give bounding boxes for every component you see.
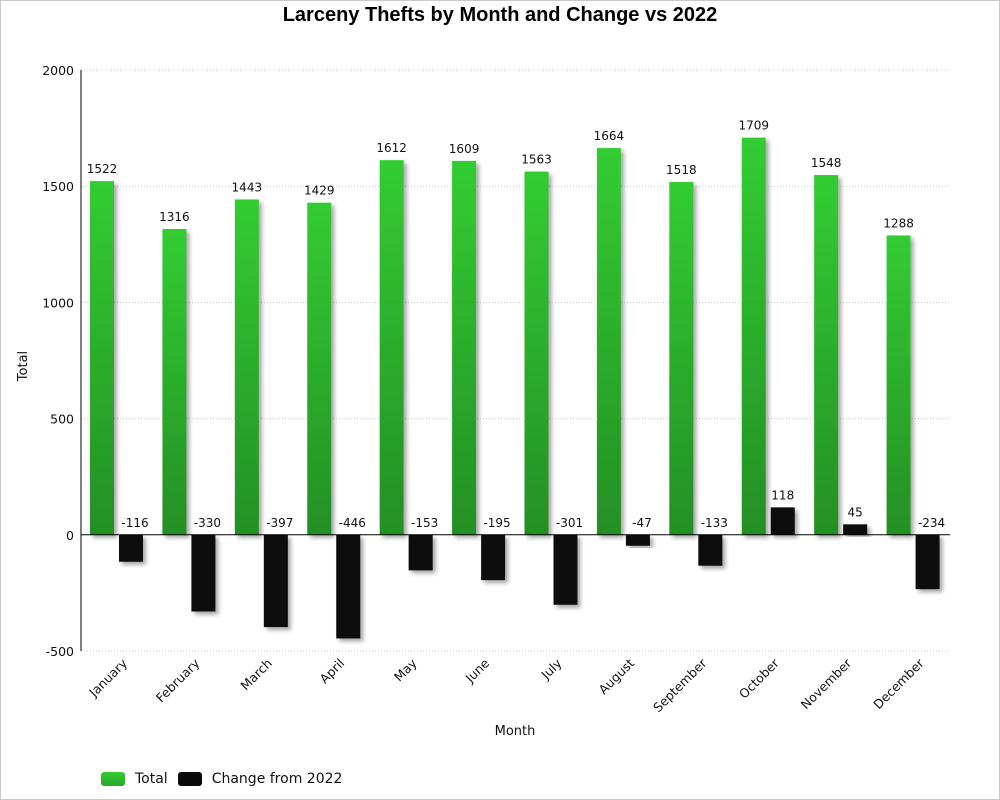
x-tick-label: April (317, 656, 348, 687)
data-label-total: 1288 (883, 216, 914, 230)
data-label-total: 1316 (159, 210, 190, 224)
y-tick-label: 2000 (42, 63, 74, 78)
x-tick-label: November (798, 655, 855, 712)
x-tick-label: June (462, 655, 493, 686)
bar-total (307, 202, 332, 535)
y-tick-label: 0 (66, 528, 74, 543)
data-label-change: -116 (121, 516, 148, 530)
bar-total (741, 137, 766, 535)
bar-change (843, 524, 868, 535)
x-tick-label: September (650, 655, 710, 715)
bar-change (481, 534, 506, 581)
data-label-change: 45 (848, 505, 863, 519)
bar-change (770, 507, 795, 535)
x-tick-label: July (537, 655, 565, 683)
bar-total (162, 228, 187, 535)
data-label-total: 1429 (304, 184, 335, 198)
legend-item-change[interactable]: Change from 2022 (177, 771, 343, 787)
legend-label-total: Total (135, 771, 168, 787)
y-tick-label: 500 (50, 412, 74, 427)
bar-total (596, 148, 621, 535)
x-tick-label: January (85, 655, 130, 700)
bar-change (191, 534, 216, 612)
bar-change (336, 534, 361, 639)
data-label-change: -330 (194, 516, 221, 530)
bar-total (669, 182, 694, 535)
legend-swatch-total (101, 772, 125, 786)
bar-total (886, 235, 911, 535)
bar-change (698, 534, 723, 566)
y-tick-label: 1500 (42, 179, 74, 194)
legend: Total Change from 2022 (101, 771, 352, 787)
x-tick-label: August (595, 655, 637, 697)
chart-title: Larceny Thefts by Month and Change vs 20… (282, 4, 718, 26)
x-tick-label: February (153, 655, 203, 705)
legend-swatch-change (177, 772, 202, 786)
bar-change (553, 534, 578, 605)
bar-total (234, 199, 259, 535)
x-tick-label: May (391, 655, 420, 684)
x-axis-title: Month (495, 724, 536, 739)
data-label-total: 1709 (738, 119, 769, 133)
bar-total (814, 175, 839, 535)
bar-change (263, 534, 288, 628)
x-tick-label: October (736, 655, 783, 702)
data-label-change: -301 (556, 516, 583, 530)
data-label-change: -397 (266, 516, 293, 530)
y-tick-label: 1000 (42, 295, 74, 310)
data-label-total: 1522 (87, 162, 118, 176)
bar-total (379, 160, 404, 535)
data-label-total: 1518 (666, 163, 697, 177)
bar-change (408, 534, 433, 571)
y-tick-label: -500 (46, 644, 74, 659)
y-axis-title: Total (16, 351, 31, 382)
data-label-change: -153 (411, 516, 438, 530)
data-label-total: 1443 (232, 180, 263, 194)
data-label-change: -446 (339, 516, 366, 530)
legend-label-change: Change from 2022 (211, 771, 343, 787)
data-label-total: 1609 (449, 142, 480, 156)
bar-change (915, 534, 940, 590)
x-tick-label: March (237, 656, 275, 694)
data-label-total: 1563 (521, 153, 552, 167)
data-label-total: 1664 (594, 129, 625, 143)
bar-change (119, 534, 143, 562)
x-tick-label: December (870, 655, 927, 712)
bar-total (452, 160, 477, 535)
data-label-change: -234 (918, 516, 945, 530)
data-label-total: 1612 (376, 141, 407, 155)
data-label-change: -195 (483, 516, 510, 530)
data-label-change: -133 (701, 516, 728, 530)
data-label-total: 1548 (811, 156, 842, 170)
bar-total (90, 181, 114, 535)
data-label-change: -47 (632, 516, 652, 530)
bar-change (625, 534, 650, 546)
legend-item-total[interactable]: Total (101, 771, 168, 787)
bar-total (524, 171, 549, 535)
data-label-change: 118 (771, 488, 794, 502)
